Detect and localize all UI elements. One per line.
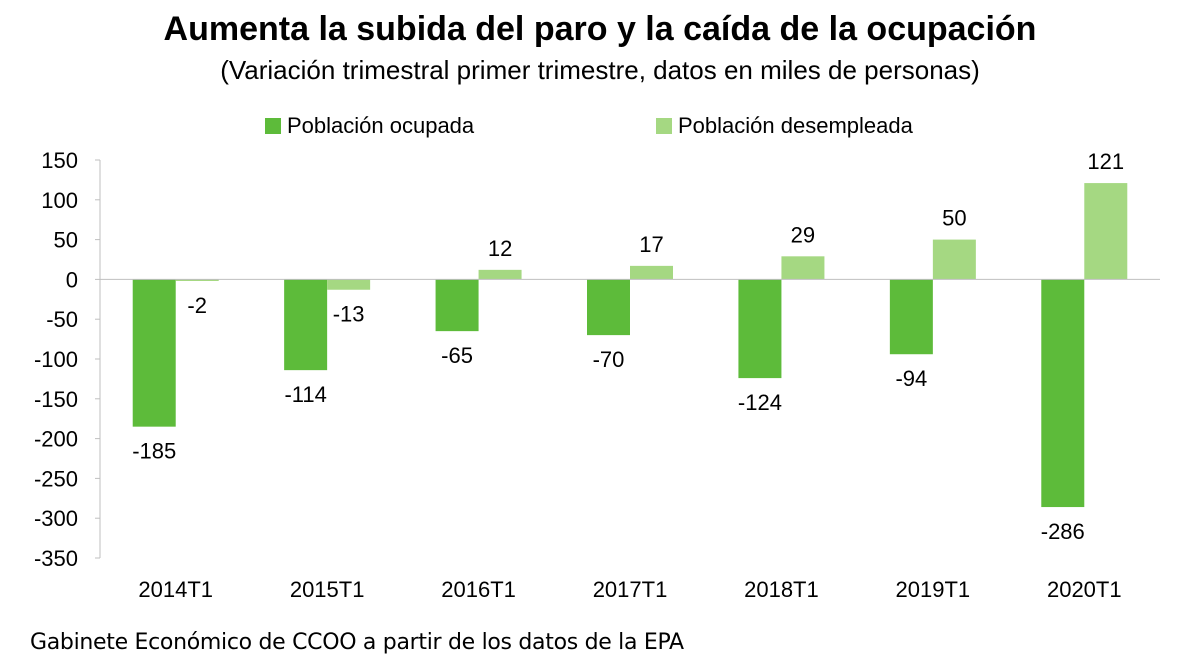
bar-ocupada [738,279,782,379]
data-label: -70 [593,347,625,372]
y-tick-label: -100 [34,347,78,372]
data-label: -286 [1041,519,1085,544]
bar-desempleada [478,269,522,280]
data-label: 50 [942,206,966,231]
x-tick-label: 2018T1 [744,577,819,602]
bar-ocupada [132,279,176,427]
bar-ocupada [284,279,328,371]
data-label: 121 [1087,149,1124,174]
bar-ocupada [435,279,479,332]
data-label: 12 [488,236,512,261]
y-tick-label: -50 [46,307,78,332]
data-label: -114 [284,382,326,407]
y-tick-label: -350 [34,546,78,571]
data-label: -94 [895,366,927,391]
legend-swatch-desempleada [656,118,672,134]
bar-ocupada [1041,279,1085,508]
bar-desempleada [327,279,371,290]
chart-title: Aumenta la subida del paro y la caída de… [163,10,1037,48]
data-label: 29 [791,222,815,247]
chart-legend: Población ocupada Población desempleada [0,113,1200,143]
y-tick-label: 100 [41,188,78,213]
bar-desempleada [1084,183,1128,280]
y-tick-label: -300 [34,506,78,531]
legend-swatch-ocupada [265,118,281,134]
bar-desempleada [932,239,976,280]
x-tick-label: 2015T1 [290,577,365,602]
legend-item-desempleada: Población desempleada [656,113,913,139]
x-tick-label: 2016T1 [441,577,516,602]
bar-ocupada [587,279,630,336]
legend-label-desempleada: Población desempleada [678,113,913,138]
data-label: -65 [441,343,473,368]
data-label: -13 [333,302,365,327]
bar-desempleada [175,279,219,281]
data-label: 17 [639,232,663,257]
chart-subtitle: (Variación trimestral primer trimestre, … [220,55,980,85]
y-tick-label: -250 [34,466,78,491]
data-label: -2 [187,293,207,318]
bar-desempleada [781,256,825,280]
x-tick-label: 2017T1 [593,577,668,602]
y-tick-label: 0 [66,267,78,292]
y-tick-label: 150 [41,148,78,173]
data-label: -124 [738,390,782,415]
x-tick-label: 2014T1 [138,577,213,602]
y-tick-label: -150 [34,387,78,412]
x-tick-label: 2020T1 [1047,577,1122,602]
data-label: -185 [132,439,176,464]
legend-label-ocupada: Población ocupada [287,113,475,138]
bar-ocupada [889,279,933,355]
x-tick-label: 2019T1 [896,577,971,602]
y-tick-label: -200 [34,427,78,452]
source-note: Gabinete Económico de CCOO a partir de l… [30,630,684,655]
legend-item-ocupada: Población ocupada [265,113,474,139]
y-tick-label: 50 [54,228,78,253]
bar-desempleada [630,265,673,280]
